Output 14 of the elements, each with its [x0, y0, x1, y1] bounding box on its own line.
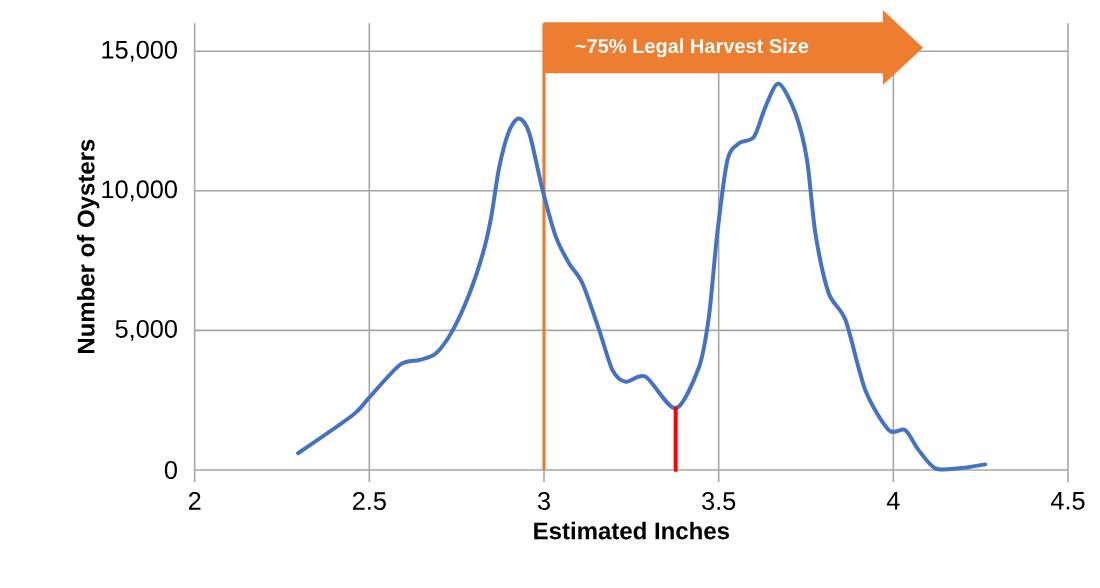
x-tick-label: 3.5 [702, 492, 736, 510]
x-tick-label: 4 [886, 492, 900, 510]
x-tick-label: 2 [188, 492, 201, 510]
y-tick-label: 10,000 [102, 180, 177, 202]
y-tick-label: 15,000 [102, 40, 177, 62]
y-tick-label: 0 [164, 461, 177, 479]
ref-line-label: ~75% Legal Harvest Size [575, 38, 809, 58]
x-tick-label: 4.5 [1050, 492, 1085, 510]
x-tick-label: 2.5 [353, 492, 386, 510]
y-axis-title: Number of Oysters [76, 139, 100, 354]
line-series [296, 81, 988, 472]
y-tick-label: 5,000 [115, 319, 177, 341]
x-axis-title: Estimated Inches [534, 521, 730, 540]
x-tick-label: 3 [537, 492, 550, 510]
